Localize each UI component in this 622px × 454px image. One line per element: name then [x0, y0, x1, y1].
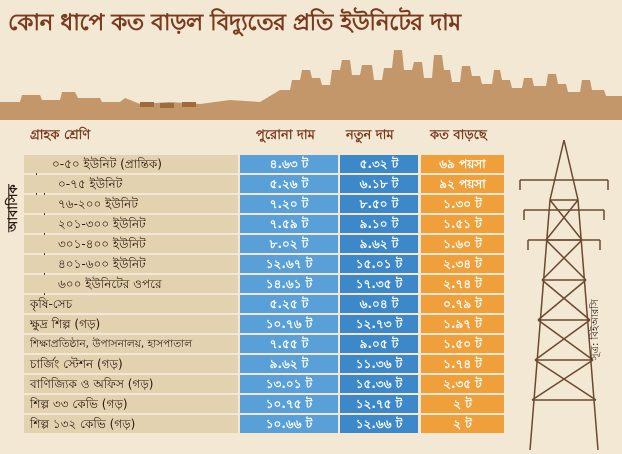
new-price-cell: ১২.৭৩ ট	[340, 315, 418, 333]
increase-cell: ১.৭৪ ট	[421, 355, 504, 373]
table-row	[24, 395, 238, 413]
new-price-cell: ১৫.৩৬ ট	[340, 375, 418, 393]
table-row	[24, 415, 238, 433]
increase-cell: ২.৩৫ ট	[421, 375, 504, 393]
row-label: ৬০০ ইউনিটের ওপরে	[58, 277, 162, 291]
header-increase: কত বাড়ছে	[430, 128, 487, 143]
row-label: শিল্প ৩৩ কেভি (গড়)	[30, 397, 128, 411]
new-price-cell: ৬.১৮ ট	[340, 175, 418, 193]
increase-cell: ৬৯ পয়সা	[421, 155, 504, 173]
increase-cell: ২.৩৪ ট	[421, 255, 504, 273]
new-price-cell: ১১.৩৬ ট	[340, 355, 418, 373]
row-label: ৪০১-৬০০ ইউনিট	[58, 257, 146, 271]
increase-cell: ২ ট	[421, 395, 504, 413]
table-row	[24, 295, 238, 313]
new-price-cell: ৯.০৫ ট	[340, 335, 418, 353]
old-price-cell: ৫.২৫ ট	[240, 295, 338, 313]
new-price-cell: ৯.৬২ ট	[340, 235, 418, 253]
new-price-cell: ৬.০৪ ট	[340, 295, 418, 313]
header-category: গ্রাহক শ্রেণি	[30, 128, 91, 143]
old-price-cell: ৪.৬৩ ট	[240, 155, 338, 173]
table-row	[24, 215, 238, 233]
old-price-cell: ৮.০২ ট	[240, 235, 338, 253]
old-price-cell: ৭.২০ ট	[240, 195, 338, 213]
table-row	[24, 155, 238, 173]
table-row	[24, 175, 238, 193]
increase-cell: ১.৫১ ট	[421, 215, 504, 233]
row-label: ০-৭৫ ইউনিট	[58, 177, 123, 191]
infographic-title: কোন ধাপে কত বাড়ল বিদ্যুতের প্রতি ইউনিটে…	[8, 10, 461, 36]
table-row	[24, 195, 238, 213]
table-row	[24, 335, 238, 353]
table-row	[24, 375, 238, 393]
increase-cell: ১.৬০ ট	[421, 235, 504, 253]
row-label: ২০১-৩০০ ইউনিট	[58, 217, 146, 231]
old-price-cell: ১০.৬৬ ট	[240, 415, 338, 433]
new-price-cell: ১৫.০১ ট	[340, 255, 418, 273]
table-row	[24, 355, 238, 373]
row-label: বাণিজ্যিক ও অফিস (গড়)	[30, 377, 154, 391]
row-label: ০-৫০ ইউনিট (প্রান্তিক)	[52, 157, 162, 171]
row-label: ক্ষুদ্র শিল্প (গড়)	[30, 317, 101, 331]
increase-cell: ১.৯৭ ট	[421, 315, 504, 333]
row-label: শিক্ষাপ্রতিষ্ঠান, উপাসনালয়, হাসপাতাল	[30, 338, 193, 350]
old-price-cell: ১৩.০১ ট	[240, 375, 338, 393]
header-new-price: নতুন দাম	[346, 128, 394, 143]
new-price-cell: ৫.৩২ ট	[340, 155, 418, 173]
increase-cell: ৯২ পয়সা	[421, 175, 504, 193]
residential-label: আবাসিক	[6, 184, 21, 232]
increase-cell: ১.৩০ ট	[421, 195, 504, 213]
new-price-cell: ১২.৭৫ ট	[340, 395, 418, 413]
old-price-cell: ৭.৫৯ ট	[240, 215, 338, 233]
table-row	[24, 255, 238, 273]
row-label: ৭৬-২০০ ইউনিট	[58, 197, 138, 211]
table-row	[24, 235, 238, 253]
row-label: কৃষি-সেচ	[30, 297, 73, 311]
skyline-illustration	[0, 50, 622, 120]
old-price-cell: ৫.২৬ ট	[240, 175, 338, 193]
old-price-cell: ৯.৬২ ট	[240, 355, 338, 373]
increase-cell: ১.৫০ ট	[421, 335, 504, 353]
header-old-price: পুরোনা দাম	[256, 128, 315, 143]
increase-cell: ২.৭৪ ট	[421, 275, 504, 293]
new-price-cell: ১৭.৩৫ ট	[340, 275, 418, 293]
new-price-cell: ৮.৫০ ট	[340, 195, 418, 213]
increase-cell: ০.৭৯ ট	[421, 295, 504, 313]
new-price-cell: ১২.৬৬ ট	[340, 415, 418, 433]
transmission-tower-icon	[519, 140, 609, 450]
old-price-cell: ৭.৫৫ ট	[240, 335, 338, 353]
row-label: শিল্প ১৩২ কেভি (গড়)	[30, 417, 136, 431]
old-price-cell: ১৪.৬১ ট	[240, 275, 338, 293]
table-row	[24, 315, 238, 333]
old-price-cell: ১০.৭৬ ট	[240, 315, 338, 333]
new-price-cell: ৯.১০ ট	[340, 215, 418, 233]
row-label: ৩০১-৪০০ ইউনিট	[58, 237, 146, 251]
old-price-cell: ১০.৭৫ ট	[240, 395, 338, 413]
table-row	[24, 275, 238, 293]
increase-cell: ২ ট	[421, 415, 504, 433]
source-note: সূত্র: বিইআরসি	[590, 299, 601, 360]
old-price-cell: ১২.৬৭ ট	[240, 255, 338, 273]
row-label: চার্জিং স্টেশন (গড়)	[30, 357, 123, 371]
